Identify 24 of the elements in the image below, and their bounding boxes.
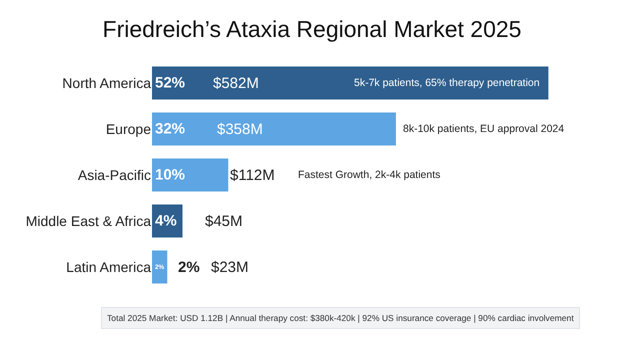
text: Total 2025 Market: USD 1.12B | Annual therapy cost: $380k-420k | 92% US insurance coverage | 90% cardiac involvement <box>107 313 574 323</box>
annotation: 2% <box>178 259 200 276</box>
data-label: 32% <box>155 120 186 138</box>
annotation: Fastest Growth, 2k-4k patients <box>298 169 440 181</box>
chart-title: Friedreich’s Ataxia Regional Market 2025 <box>102 16 522 42</box>
y-tick-label: Europe <box>106 120 152 137</box>
y-tick-label: Latin America <box>66 258 152 275</box>
bar <box>152 112 396 146</box>
bar <box>152 66 548 100</box>
y-tick-label: Middle East & Africa <box>26 212 152 229</box>
annotation: $45M <box>205 213 243 230</box>
annotation: $358M <box>217 121 263 138</box>
data-label: 52% <box>155 74 186 92</box>
y-tick-label: North America <box>62 74 152 91</box>
bar <box>152 158 228 192</box>
annotation: $582M <box>213 75 259 92</box>
data-label: 10% <box>155 166 186 184</box>
annotation: 8k-10k patients, EU approval 2024 <box>403 123 564 135</box>
annotation: $23M <box>211 259 249 276</box>
annotation: $112M <box>230 167 275 184</box>
annotation: 5k-7k patients, 65% therapy penetration <box>354 77 540 89</box>
bar <box>152 250 168 284</box>
data-label: 4% <box>155 212 177 230</box>
y-tick-label: Asia-Pacific <box>78 166 151 183</box>
